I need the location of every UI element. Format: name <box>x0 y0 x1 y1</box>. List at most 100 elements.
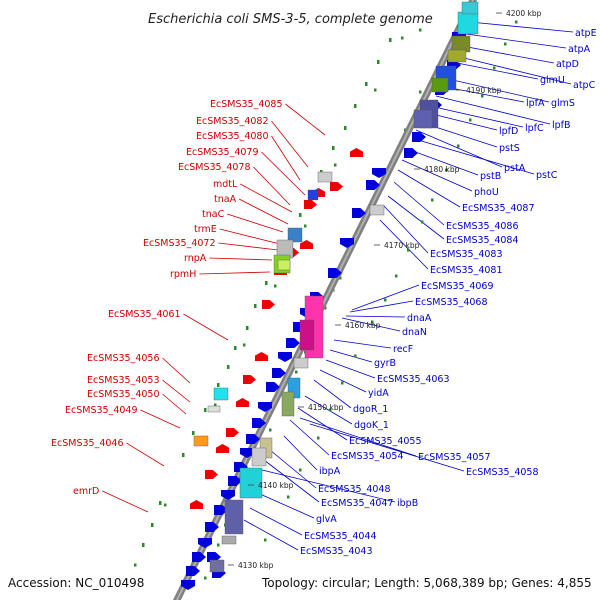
gene-label-lpfb: lpfB <box>552 120 571 131</box>
leader-line <box>183 313 229 341</box>
gene-arrow <box>228 476 242 486</box>
gene-block <box>193 435 209 447</box>
gc-dot <box>344 126 347 130</box>
leader-line <box>261 469 396 503</box>
leader-line <box>465 33 567 49</box>
gene-label-lpfa: lpfA <box>526 98 545 109</box>
gc-dot <box>246 326 249 330</box>
gc-dot <box>332 146 335 150</box>
gene-arrow <box>404 148 418 158</box>
leader-line <box>162 393 187 415</box>
gc-dot <box>265 281 268 285</box>
gc-dot <box>234 346 237 350</box>
gene-label-dgok_1: dgoK_1 <box>354 420 389 431</box>
gene-label-atpa: atpA <box>568 44 591 55</box>
gc-dot <box>384 298 387 302</box>
gene-arrow <box>190 500 203 509</box>
gc-dot <box>421 220 424 224</box>
gene-label-atpe: atpE <box>575 28 597 39</box>
tick-label: 4150 kbp <box>308 403 344 412</box>
gene-arrow <box>262 300 275 309</box>
gene-arrow <box>266 382 280 392</box>
leader-line <box>289 419 330 456</box>
gene-label-atpd: atpD <box>556 59 579 70</box>
gene-arrow <box>328 268 342 278</box>
tick-label: 4140 kbp <box>258 481 294 490</box>
gene-arrow <box>304 200 317 209</box>
leader-line <box>415 129 503 168</box>
tick-labels: 4130 kbp 4140 kbp 4150 kbp 4160 kbp 4170 kbp… <box>228 9 542 570</box>
gene-label-ecsms35_4087: EcSMS35_4087 <box>462 203 535 214</box>
gc-dot <box>254 304 257 308</box>
gc-dot <box>341 381 344 385</box>
gene-label-ecsms35_4080: EcSMS35_4080 <box>196 131 269 142</box>
gene-label-ecsms35_4055: EcSMS35_4055 <box>349 436 422 447</box>
gene-label-ecsms35_4072: EcSMS35_4072 <box>143 238 216 249</box>
gene-features <box>181 1 479 590</box>
gene-label-ibpa: ibpA <box>319 466 341 477</box>
gene-label-ecsms35_4056: EcSMS35_4056 <box>87 353 160 364</box>
leader-line <box>219 228 281 245</box>
gene-arrow <box>181 580 195 590</box>
leader-line <box>299 417 417 457</box>
gene-label-ecsms35_4043: EcSMS35_4043 <box>300 546 373 557</box>
gene-arrow <box>192 552 206 562</box>
leader-line <box>387 195 445 240</box>
gene-arrow <box>207 552 221 562</box>
leader-line <box>383 205 429 254</box>
leader-line <box>240 183 293 213</box>
gene-label-pstc: pstC <box>536 170 558 181</box>
gc-dot <box>299 468 302 472</box>
gene-label-ecsms35_4063: EcSMS35_4063 <box>377 374 450 385</box>
gene-arrow <box>350 148 363 157</box>
gene-arrow <box>255 352 268 361</box>
gc-dot <box>299 213 302 217</box>
gene-label-tnac: tnaC <box>202 209 225 220</box>
gene-label-ecsms35_4046: EcSMS35_4046 <box>51 438 124 449</box>
gene-label-ecsms35_4081: EcSMS35_4081 <box>430 265 503 276</box>
gene-block <box>239 467 263 499</box>
leader-line <box>297 407 348 441</box>
gc-dot <box>204 408 207 412</box>
gene-label-lpfd: lpfD <box>499 126 518 137</box>
gc-dot <box>334 163 337 167</box>
gene-arrow <box>272 368 286 378</box>
gene-block <box>287 227 303 243</box>
right-gene-labels: atpE atpA atpD atpC glmU glmS lpfA lpfB lpfC lpfD… <box>300 28 597 557</box>
gene-block <box>277 259 291 271</box>
leader-line <box>259 493 315 519</box>
gene-label-dnan: dnaN <box>402 327 427 338</box>
leader-line <box>140 409 181 429</box>
gene-label-ibpb: ibpB <box>397 498 418 509</box>
leader-line <box>325 359 376 379</box>
tick-label: 4200 kbp <box>506 9 542 18</box>
gene-arrow <box>278 352 292 362</box>
gene-arrow <box>226 428 239 437</box>
leader-line <box>263 459 320 503</box>
leader-lines <box>102 21 574 551</box>
leader-line <box>309 423 465 472</box>
leader-line <box>162 357 191 384</box>
gc-dot <box>445 168 448 172</box>
gc-dot <box>395 274 398 278</box>
gc-dot <box>304 224 307 228</box>
leader-line <box>401 159 473 192</box>
leader-line <box>333 339 392 349</box>
gc-dot <box>354 104 357 108</box>
gene-label-rpmh: rpmH <box>170 269 196 280</box>
gc-dot <box>401 36 404 40</box>
gene-label-yida: yidA <box>368 388 389 399</box>
leader-line <box>218 242 279 251</box>
gene-label-ecsms35_4083: EcSMS35_4083 <box>430 249 503 260</box>
gc-dot <box>389 38 392 42</box>
gc-dot <box>287 495 290 499</box>
gene-label-recf: recF <box>393 344 413 355</box>
leader-line <box>269 449 317 489</box>
gc-dot <box>204 576 207 580</box>
leader-line <box>329 349 373 363</box>
tick-label: 4130 kbp <box>238 561 274 570</box>
page-title: Escherichia coli SMS-3-5, complete genom… <box>148 12 433 27</box>
gene-block <box>207 405 221 413</box>
gene-label-rnpa: rnpA <box>184 253 207 264</box>
gene-label-mdtl: mdtL <box>213 179 238 190</box>
